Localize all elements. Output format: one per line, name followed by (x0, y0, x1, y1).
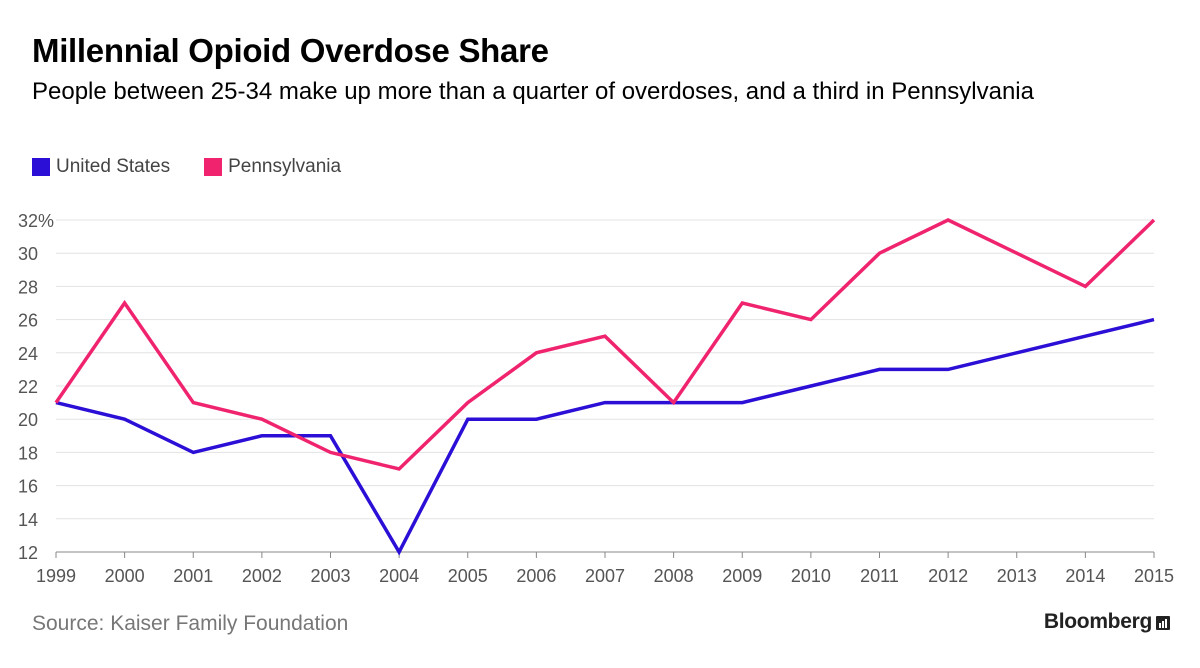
y-tick-label: 18 (18, 443, 38, 463)
x-tick-label: 2007 (585, 566, 625, 586)
x-tick-label: 2004 (379, 566, 419, 586)
x-tick-label: 2010 (791, 566, 831, 586)
x-tick-label: 1999 (36, 566, 76, 586)
line-chart: 12 14 16 18 20 22 24 26 28 30 32% 1999 2000 2001 2002… (18, 211, 1174, 586)
y-tick-label: 26 (18, 311, 38, 331)
source-note: Source: Kaiser Family Foundation (32, 612, 349, 635)
y-tick-label: 22 (18, 377, 38, 397)
y-tick-label: 32% (18, 211, 54, 231)
x-tick-label: 2009 (722, 566, 762, 586)
legend-item-pennsylvania: Pennsylvania (204, 156, 341, 178)
brand-logo: Bloomberg (1043, 610, 1152, 633)
legend-item-united-states: United States (32, 156, 170, 178)
x-tick-label: 2013 (997, 566, 1037, 586)
series-line-united-states (55, 317, 1155, 556)
legend-swatch-pennsylvania (204, 158, 223, 176)
x-tick-label: 2014 (1065, 566, 1105, 586)
x-tick-label: 2000 (105, 566, 145, 586)
x-tick-label: 2006 (516, 566, 556, 586)
chart-subtitle: People between 25-34 make up more than a… (32, 78, 1034, 105)
y-tick-label: 16 (18, 477, 38, 497)
y-tick-label: 24 (18, 344, 38, 364)
chart-title: Millennial Opioid Overdose Share (32, 32, 549, 69)
y-tick-label: 12 (18, 543, 38, 563)
x-tick-label: 2015 (1134, 566, 1174, 586)
legend: United States Pennsylvania (32, 156, 375, 178)
y-tick-label: 30 (18, 244, 38, 264)
x-tick-label: 2002 (242, 566, 282, 586)
legend-swatch-united-states (32, 158, 50, 176)
x-tick-label: 2011 (860, 566, 899, 586)
legend-label-united-states: United States (56, 156, 171, 177)
bloomberg-terminal-icon (1156, 616, 1170, 630)
y-tick-label: 14 (18, 510, 38, 530)
legend-label-pennsylvania: Pennsylvania (228, 156, 342, 177)
x-tick-label: 2005 (448, 566, 488, 586)
x-tick-label: 2003 (310, 566, 350, 586)
x-tick-label: 2012 (928, 566, 968, 586)
x-tick-label: 2001 (173, 566, 213, 586)
y-tick-label: 20 (18, 410, 38, 430)
y-tick-label: 28 (18, 277, 38, 297)
x-tick-label: 2008 (654, 566, 694, 586)
series-line-pennsylvania (54, 218, 1156, 471)
